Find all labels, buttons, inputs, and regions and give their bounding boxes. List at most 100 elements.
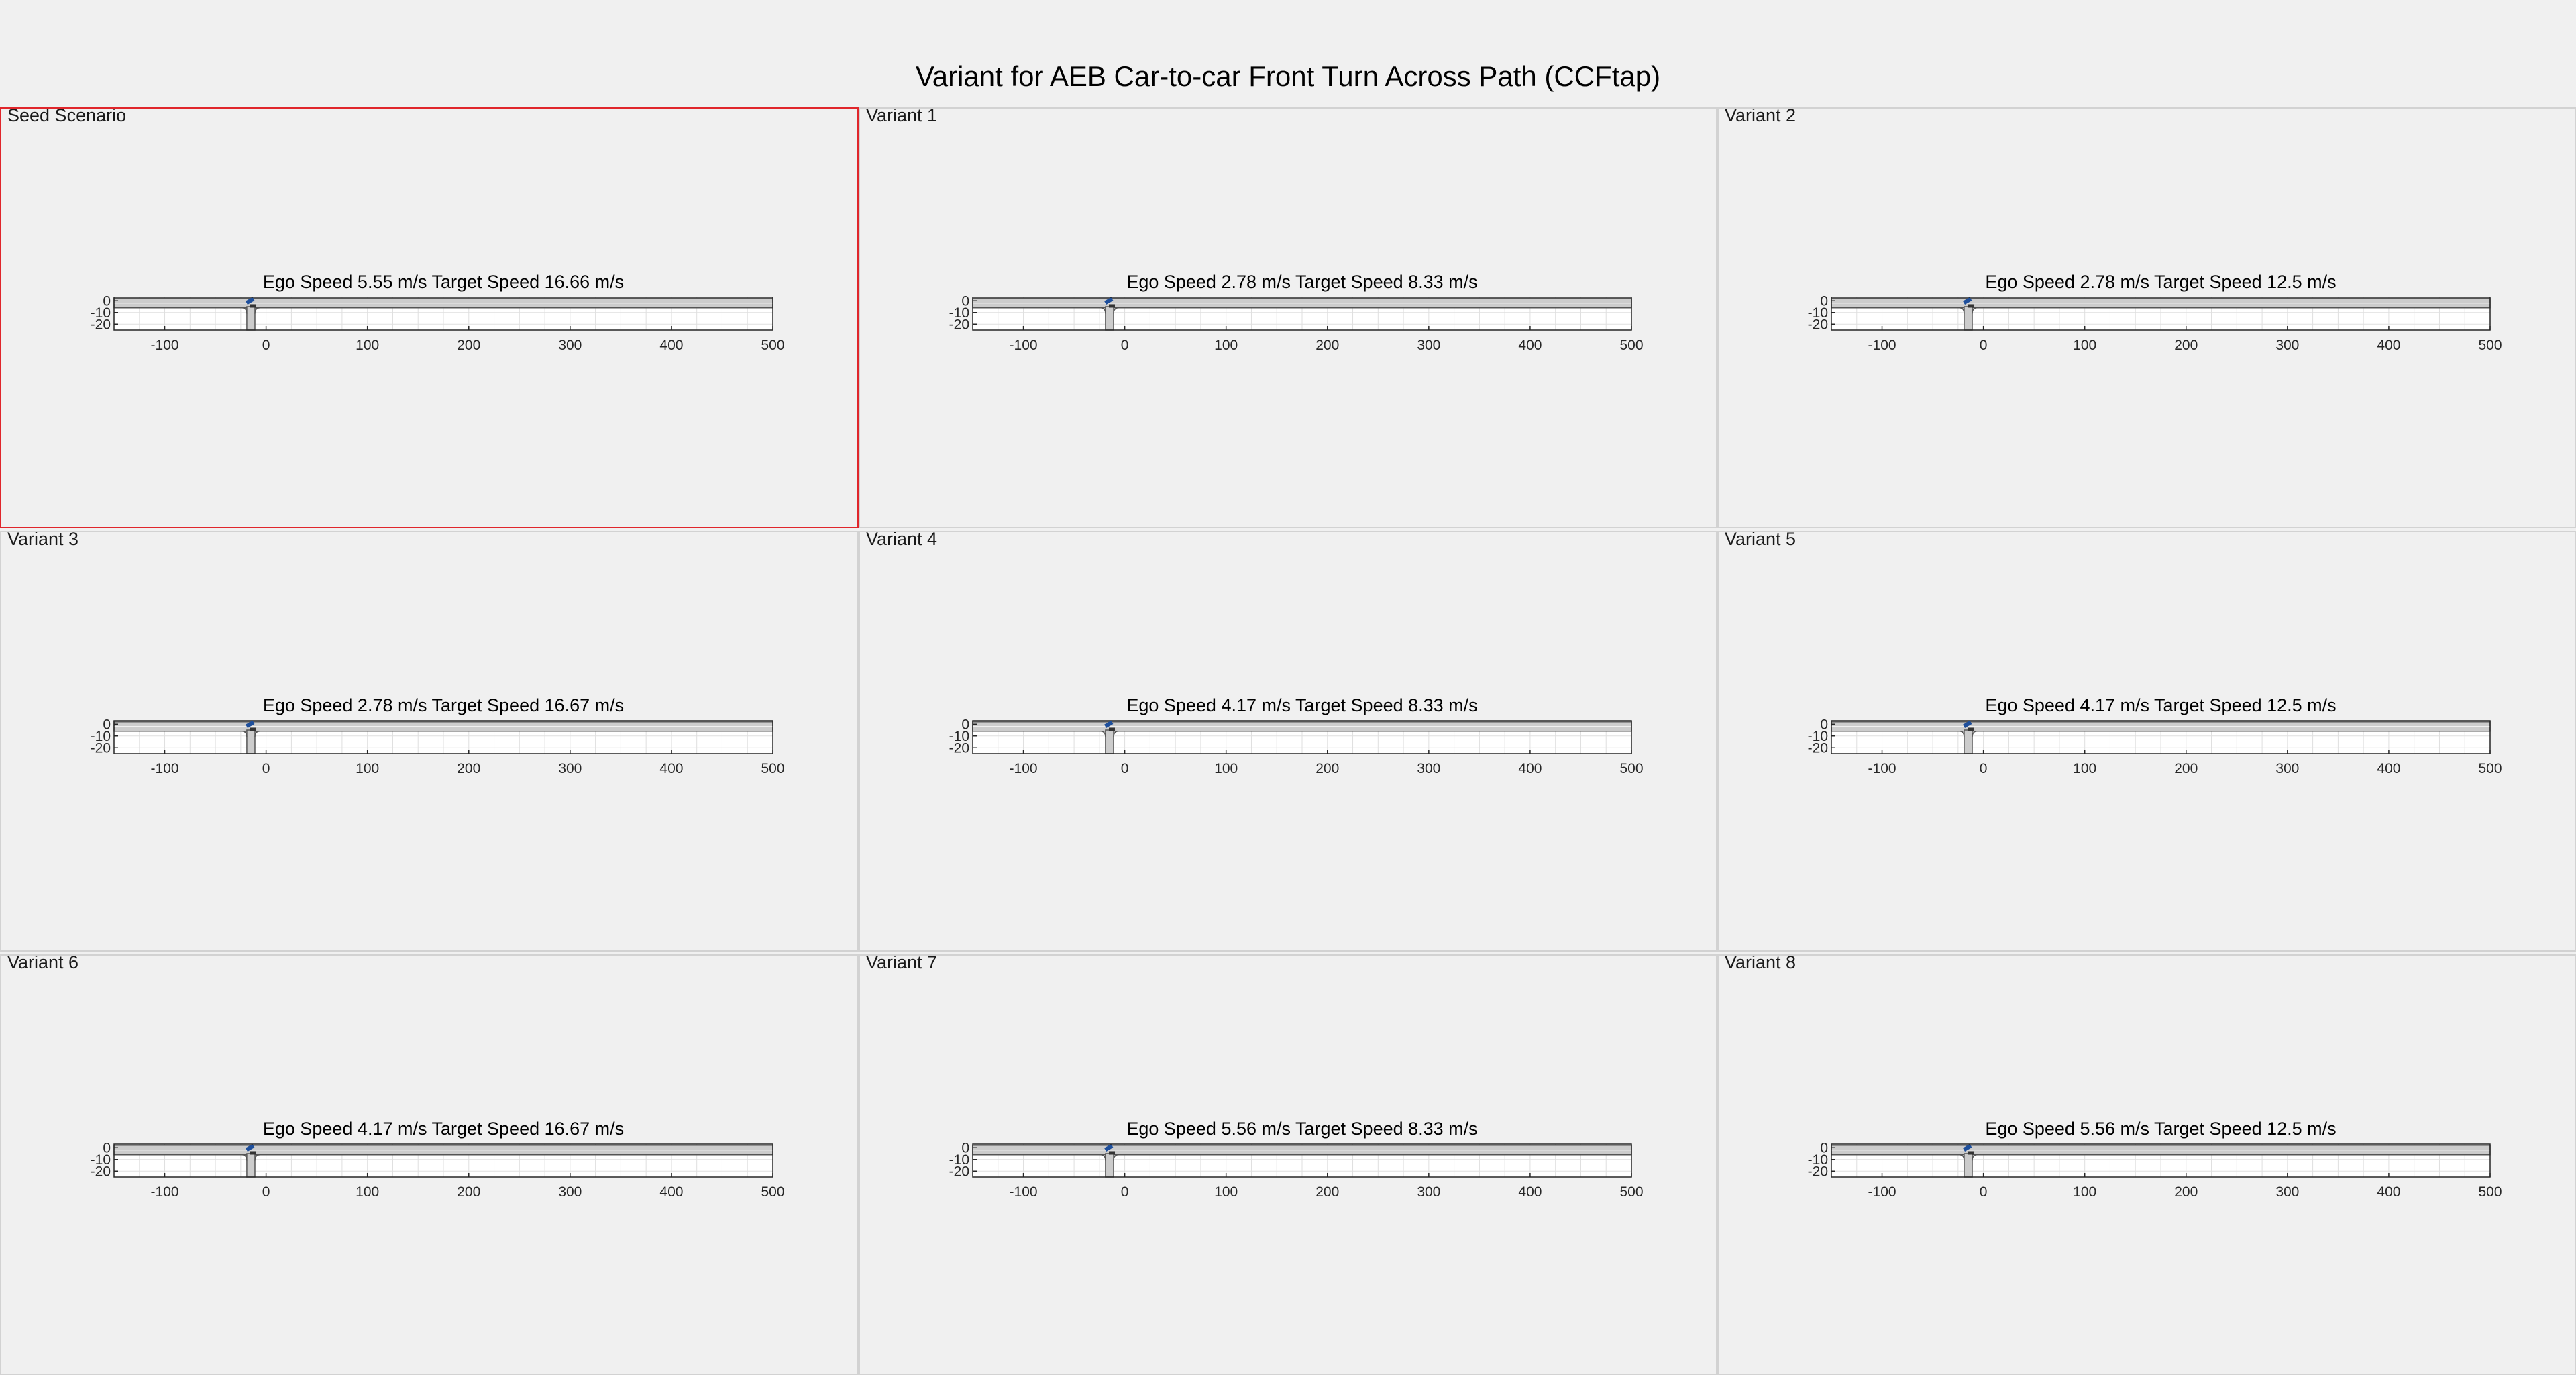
- x-tick-label: 0: [1121, 1184, 1129, 1200]
- x-tick-label: 400: [659, 338, 683, 353]
- y-tick-label: -20: [1808, 317, 1828, 332]
- ego-vehicle: [246, 720, 255, 728]
- plot-title: Ego Speed 5.55 m/s Target Speed 16.66 m/…: [263, 272, 624, 292]
- scenario-plot: Ego Speed 5.55 m/s Target Speed 16.66 m/…: [91, 272, 785, 353]
- grid: [113, 721, 773, 754]
- x-tick-label: 500: [1619, 761, 1643, 776]
- junction-curve: [1100, 1154, 1106, 1161]
- y-tick-label: 0: [961, 1140, 969, 1156]
- axes-box: [113, 1143, 773, 1178]
- x-tick-label: 100: [1214, 338, 1238, 353]
- scenario-panel[interactable]: Variant 2 Ego Speed 2.78 m/s Target Speed…: [1717, 107, 2576, 528]
- panel-title: Variant 2: [1723, 109, 1799, 126]
- junction-curve: [254, 307, 260, 314]
- x-tick-label: 200: [1316, 338, 1339, 353]
- x-tick-label: -100: [1010, 338, 1038, 353]
- scenario-panel[interactable]: Variant 6 Ego Speed 4.17 m/s Target Speed…: [0, 954, 859, 1375]
- scenario-panel[interactable]: Seed Scenario Ego Speed 5.55 m/s Target S…: [0, 107, 859, 528]
- axes-box: [113, 720, 773, 754]
- scenario-panel[interactable]: Variant 1 Ego Speed 2.78 m/s Target Speed…: [859, 107, 1717, 528]
- junction-curve: [1972, 307, 1978, 314]
- y-tick-label: -10: [1808, 305, 1828, 321]
- x-tick-label: 500: [2478, 1184, 2502, 1200]
- ego-vehicle: [246, 297, 255, 305]
- x-tick-label: 100: [2073, 338, 2096, 353]
- x-tick-label: 400: [2377, 761, 2400, 776]
- plot-title: Ego Speed 2.78 m/s Target Speed 12.5 m/s: [1985, 272, 2336, 292]
- figure-title: Variant for AEB Car-to-car Front Turn Ac…: [915, 60, 1661, 92]
- y-tick-label: -20: [1808, 1164, 1828, 1179]
- x-tick-label: 200: [1316, 1184, 1339, 1200]
- plot-title: Ego Speed 4.17 m/s Target Speed 12.5 m/s: [1985, 695, 2336, 715]
- x-tick-label: 0: [1980, 338, 1988, 353]
- target-vehicle: [1108, 304, 1115, 308]
- panel-title: Variant 5: [1723, 532, 1799, 550]
- x-tick-label: 300: [558, 338, 582, 353]
- junction-curve: [1959, 307, 1965, 314]
- scenario-panel[interactable]: Variant 3 Ego Speed 2.78 m/s Target Speed…: [0, 531, 859, 952]
- panel-title: Variant 8: [1723, 956, 1799, 973]
- target-vehicle: [1967, 727, 1974, 731]
- x-tick-label: 500: [2478, 761, 2502, 776]
- x-tick-label: 400: [2377, 1184, 2400, 1200]
- plot-title: Ego Speed 4.17 m/s Target Speed 8.33 m/s: [1126, 695, 1477, 715]
- x-tick-label: 500: [1619, 338, 1643, 353]
- side-road: [1964, 729, 1973, 754]
- y-tick-label: -20: [949, 1164, 969, 1179]
- x-tick-label: 200: [457, 1184, 480, 1200]
- y-tick-label: 0: [1820, 1140, 1828, 1156]
- x-tick-label: 100: [1214, 761, 1238, 776]
- scenario-plot: Ego Speed 4.17 m/s Target Speed 12.5 m/s…: [1808, 695, 2502, 776]
- side-road: [246, 1153, 256, 1178]
- axes-box: [972, 297, 1632, 331]
- x-tick-label: 500: [761, 761, 784, 776]
- plot-title: Ego Speed 4.17 m/s Target Speed 16.67 m/…: [263, 1119, 624, 1139]
- x-tick-label: -100: [1868, 338, 1896, 353]
- side-road: [1105, 729, 1114, 754]
- junction-curve: [254, 731, 260, 737]
- panel-title: Variant 7: [864, 956, 940, 973]
- x-tick-label: -100: [1868, 1184, 1896, 1200]
- scenario-plot: Ego Speed 2.78 m/s Target Speed 16.67 m/…: [91, 695, 785, 776]
- x-tick-label: 0: [262, 761, 270, 776]
- junction-curve: [241, 307, 248, 314]
- target-vehicle: [1967, 1151, 1974, 1155]
- axes-box: [113, 297, 773, 331]
- x-tick-label: 300: [2275, 1184, 2299, 1200]
- side-road: [1964, 306, 1973, 331]
- scenario-plot: Ego Speed 2.78 m/s Target Speed 12.5 m/s…: [1808, 272, 2502, 353]
- ego-vehicle: [1963, 720, 1972, 728]
- junction-curve: [1959, 731, 1965, 737]
- side-road: [1105, 306, 1114, 331]
- panel-grid: Seed Scenario Ego Speed 5.55 m/s Target S…: [0, 107, 2576, 1375]
- x-tick-label: 100: [356, 1184, 379, 1200]
- x-tick-label: 300: [1417, 338, 1440, 353]
- x-tick-label: 200: [457, 761, 480, 776]
- scenario-panel[interactable]: Variant 7 Ego Speed 5.56 m/s Target Speed…: [859, 954, 1717, 1375]
- junction-curve: [1959, 1154, 1965, 1161]
- scenario-panel[interactable]: Variant 8 Ego Speed 5.56 m/s Target Speed…: [1717, 954, 2576, 1375]
- axes-box: [1831, 297, 2491, 331]
- x-tick-label: 100: [356, 761, 379, 776]
- y-tick-label: -10: [91, 1152, 111, 1168]
- y-tick-label: 0: [961, 293, 969, 309]
- x-tick-label: -100: [1868, 761, 1896, 776]
- x-tick-label: 200: [1316, 761, 1339, 776]
- junction-curve: [1113, 307, 1119, 314]
- x-tick-label: 500: [761, 1184, 784, 1200]
- target-vehicle: [1108, 727, 1115, 731]
- y-tick-label: -20: [1808, 740, 1828, 756]
- x-tick-label: 400: [2377, 338, 2400, 353]
- scenario-panel[interactable]: Variant 5 Ego Speed 4.17 m/s Target Speed…: [1717, 531, 2576, 952]
- target-vehicle: [1108, 1151, 1115, 1155]
- junction-curve: [1113, 731, 1119, 737]
- scenario-panel[interactable]: Variant 4 Ego Speed 4.17 m/s Target Speed…: [859, 531, 1717, 952]
- x-tick-label: 500: [1619, 1184, 1643, 1200]
- y-tick-label: -10: [949, 1152, 969, 1168]
- ego-vehicle: [1104, 1143, 1114, 1152]
- x-tick-label: 100: [356, 338, 379, 353]
- scenario-plot: Ego Speed 4.17 m/s Target Speed 16.67 m/…: [91, 1119, 785, 1200]
- scenario-plot: Ego Speed 5.56 m/s Target Speed 8.33 m/s…: [949, 1119, 1644, 1200]
- ego-vehicle: [1963, 1143, 1972, 1152]
- ego-vehicle: [1104, 720, 1114, 728]
